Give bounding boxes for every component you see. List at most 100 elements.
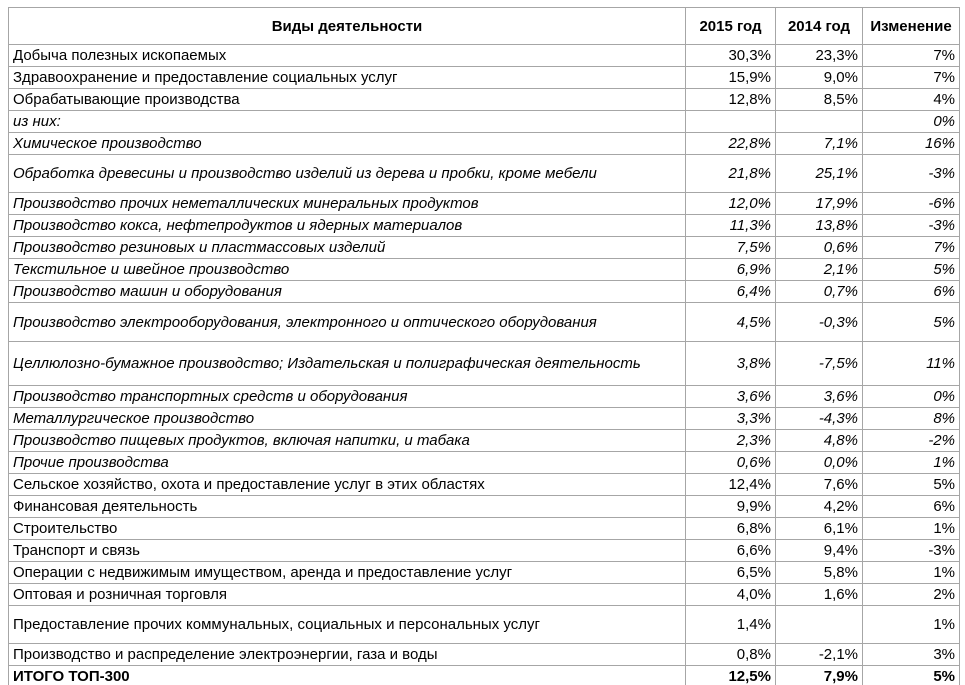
value-2014-cell: 25,1% — [775, 154, 863, 193]
value-2014-cell: 7,1% — [775, 132, 863, 155]
table-body: Добыча полезных ископаемых 30,3% 23,3% 7% Зд… — [8, 44, 960, 685]
activities-table: Виды деятельности 2015 год 2014 год Изме… — [8, 7, 960, 685]
value-2015-cell: 22,8% — [685, 132, 776, 155]
value-2014-cell: 0,6% — [775, 236, 863, 259]
change-cell: 0% — [862, 110, 960, 133]
activity-cell: Здравоохранение и предоставление социаль… — [8, 66, 686, 89]
value-2015-cell: 3,3% — [685, 407, 776, 430]
change-cell: 7% — [862, 236, 960, 259]
change-cell: 6% — [862, 495, 960, 518]
header-row: Виды деятельности 2015 год 2014 год Изме… — [8, 7, 960, 45]
value-2014-cell: 7,9% — [775, 665, 863, 685]
activity-cell: Прочие производства — [8, 451, 686, 474]
value-2015-cell: 0,6% — [685, 451, 776, 474]
activity-cell: из них: — [8, 110, 686, 133]
activity-cell: Производство пищевых продуктов, включая … — [8, 429, 686, 452]
table-row: ИТОГО ТОП-300 12,5% 7,9% 5% — [8, 665, 960, 685]
value-2014-cell: 9,4% — [775, 539, 863, 562]
activity-cell: Операции с недвижимым имуществом, аренда… — [8, 561, 686, 584]
activity-cell: Металлургическое производство — [8, 407, 686, 430]
table-row: Финансовая деятельность 9,9% 4,2% 6% — [8, 495, 960, 518]
value-2014-cell: 17,9% — [775, 192, 863, 215]
table-row: Производство и распределение электроэнер… — [8, 643, 960, 666]
table-row: из них: 0% — [8, 110, 960, 133]
value-2015-cell: 7,5% — [685, 236, 776, 259]
value-2014-cell: -7,5% — [775, 341, 863, 386]
value-2014-cell: 4,2% — [775, 495, 863, 518]
value-2015-cell: 3,8% — [685, 341, 776, 386]
header-year-2014: 2014 год — [775, 7, 863, 45]
activity-cell: Добыча полезных ископаемых — [8, 44, 686, 67]
value-2015-cell: 3,6% — [685, 385, 776, 408]
change-cell: -3% — [862, 539, 960, 562]
activity-cell: Производство машин и оборудования — [8, 280, 686, 303]
change-cell: 5% — [862, 473, 960, 496]
activity-cell: Обрабатывающие производства — [8, 88, 686, 111]
change-cell: -3% — [862, 214, 960, 237]
table-row: Добыча полезных ископаемых 30,3% 23,3% 7% — [8, 44, 960, 67]
value-2015-cell: 6,5% — [685, 561, 776, 584]
value-2015-cell: 11,3% — [685, 214, 776, 237]
change-cell: -6% — [862, 192, 960, 215]
activity-cell: Производство кокса, нефтепродуктов и яде… — [8, 214, 686, 237]
table-row: Металлургическое производство 3,3% -4,3% 8% — [8, 407, 960, 430]
value-2015-cell: 12,4% — [685, 473, 776, 496]
value-2015-cell: 6,6% — [685, 539, 776, 562]
activity-cell: Сельское хозяйство, охота и предоставлен… — [8, 473, 686, 496]
header-activities: Виды деятельности — [8, 7, 686, 45]
value-2015-cell: 12,5% — [685, 665, 776, 685]
value-2015-cell: 6,4% — [685, 280, 776, 303]
value-2015-cell: 4,5% — [685, 302, 776, 342]
value-2015-cell: 9,9% — [685, 495, 776, 518]
value-2014-cell: 13,8% — [775, 214, 863, 237]
value-2015-cell: 6,9% — [685, 258, 776, 281]
value-2015-cell: 15,9% — [685, 66, 776, 89]
activity-cell: Целлюлозно-бумажное производство; Издате… — [8, 341, 686, 386]
change-cell: 1% — [862, 517, 960, 540]
change-cell: 5% — [862, 302, 960, 342]
activity-cell: Транспорт и связь — [8, 539, 686, 562]
change-cell: 1% — [862, 451, 960, 474]
value-2014-cell: 8,5% — [775, 88, 863, 111]
value-2014-cell: 9,0% — [775, 66, 863, 89]
table-row: Производство транспортных средств и обор… — [8, 385, 960, 408]
value-2015-cell: 0,8% — [685, 643, 776, 666]
value-2015-cell — [685, 110, 776, 133]
table-row: Обработка древесины и производство издел… — [8, 154, 960, 193]
table-row: Целлюлозно-бумажное производство; Издате… — [8, 341, 960, 386]
value-2015-cell: 2,3% — [685, 429, 776, 452]
table-row: Производство резиновых и пластмассовых и… — [8, 236, 960, 259]
table-row: Здравоохранение и предоставление социаль… — [8, 66, 960, 89]
table-row: Транспорт и связь 6,6% 9,4% -3% — [8, 539, 960, 562]
value-2015-cell: 6,8% — [685, 517, 776, 540]
value-2015-cell: 21,8% — [685, 154, 776, 193]
value-2014-cell — [775, 605, 863, 644]
value-2015-cell: 1,4% — [685, 605, 776, 644]
table-row: Производство прочих неметаллических мине… — [8, 192, 960, 215]
activity-cell: Финансовая деятельность — [8, 495, 686, 518]
change-cell: 16% — [862, 132, 960, 155]
activity-cell: Обработка древесины и производство издел… — [8, 154, 686, 193]
activity-cell: Предоставление прочих коммунальных, соци… — [8, 605, 686, 644]
change-cell: 11% — [862, 341, 960, 386]
value-2014-cell: 0,0% — [775, 451, 863, 474]
activity-cell: Производство и распределение электроэнер… — [8, 643, 686, 666]
activity-cell: Химическое производство — [8, 132, 686, 155]
table-row: Строительство 6,8% 6,1% 1% — [8, 517, 960, 540]
table-row: Производство пищевых продуктов, включая … — [8, 429, 960, 452]
activity-cell: Производство резиновых и пластмассовых и… — [8, 236, 686, 259]
table-row: Химическое производство 22,8% 7,1% 16% — [8, 132, 960, 155]
change-cell: -3% — [862, 154, 960, 193]
table-row: Производство машин и оборудования 6,4% 0,7… — [8, 280, 960, 303]
value-2014-cell: 23,3% — [775, 44, 863, 67]
value-2015-cell: 12,8% — [685, 88, 776, 111]
value-2014-cell: 6,1% — [775, 517, 863, 540]
activity-cell: Производство транспортных средств и обор… — [8, 385, 686, 408]
value-2014-cell — [775, 110, 863, 133]
change-cell: 8% — [862, 407, 960, 430]
table-row: Предоставление прочих коммунальных, соци… — [8, 605, 960, 644]
value-2014-cell: -0,3% — [775, 302, 863, 342]
value-2014-cell: -2,1% — [775, 643, 863, 666]
value-2014-cell: 4,8% — [775, 429, 863, 452]
change-cell: 0% — [862, 385, 960, 408]
